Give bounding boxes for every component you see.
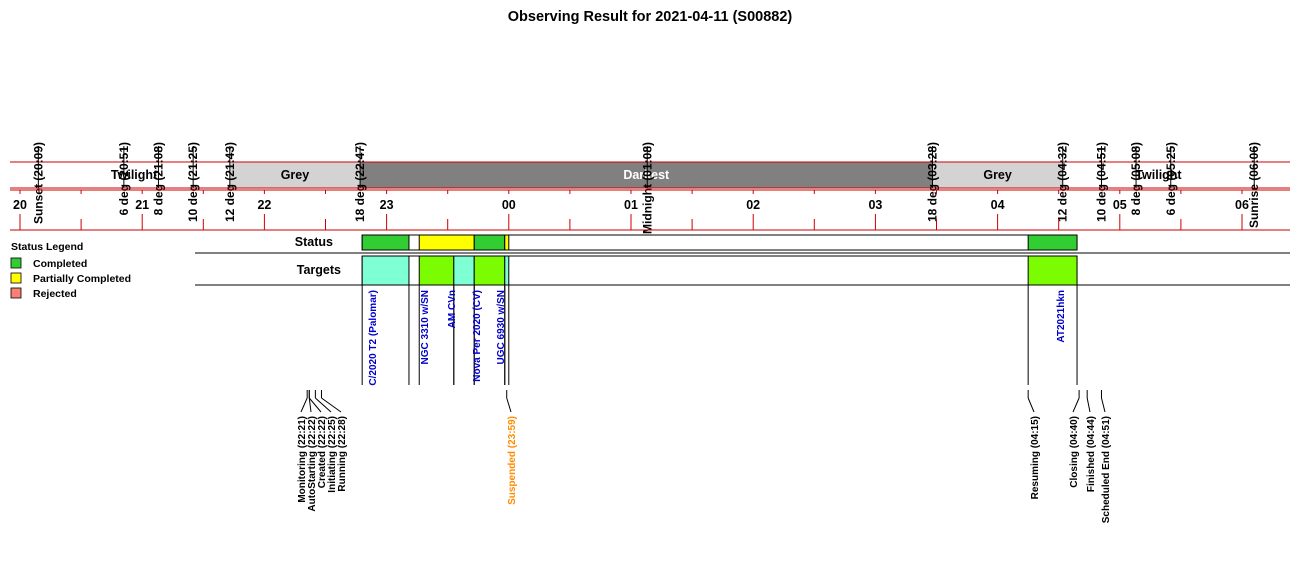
target-name-label: C/2020 T2 (Palomar) xyxy=(368,290,379,386)
run-event-leader xyxy=(1027,397,1035,413)
run-event-leader xyxy=(308,397,312,413)
sky-period-band xyxy=(229,162,361,188)
hour-tick-label: 06 xyxy=(1235,198,1249,212)
run-event-label: Closing (04:40) xyxy=(1069,416,1080,488)
legend-swatch xyxy=(10,272,22,284)
run-event-leader xyxy=(1100,397,1106,413)
target-name-label: Nova Per 2020 (CV) xyxy=(472,290,483,382)
target-block xyxy=(473,255,506,286)
sky-event-label: Midnight (01:08) xyxy=(640,142,654,234)
target-block xyxy=(504,255,510,286)
sky-period-label: Twilight xyxy=(111,168,158,182)
target-block xyxy=(418,255,455,286)
sky-period-label: Grey xyxy=(281,168,310,182)
sky-period-label: Darkest xyxy=(623,168,670,182)
sky-period-band xyxy=(932,162,1063,188)
hour-tick-label: 21 xyxy=(135,198,149,212)
status-block xyxy=(473,234,506,251)
run-event-label: Initiating (22:25) xyxy=(327,416,338,493)
target-name-label: NGC 3310 w/SN xyxy=(420,290,431,364)
sky-event-label: 18 deg (22:47) xyxy=(353,142,367,222)
run-event-leader xyxy=(1086,397,1091,413)
targets-row-label: Targets xyxy=(297,263,341,277)
sky-period-band xyxy=(1062,162,1255,188)
hour-tick-label: 01 xyxy=(624,198,638,212)
target-block xyxy=(453,255,475,286)
run-event-leader xyxy=(300,397,308,413)
run-event-label: Finished (04:44) xyxy=(1086,416,1097,492)
run-event-leader xyxy=(321,397,342,413)
sky-event-label: 6 deg (20:51) xyxy=(117,142,131,215)
sky-event-label: Sunrise (06:06) xyxy=(1247,142,1261,228)
hour-tick-label: 03 xyxy=(868,198,882,212)
target-name-label: AM CVn xyxy=(447,290,458,328)
run-event-leader xyxy=(1072,397,1080,413)
run-event-leader xyxy=(308,397,322,413)
target-block xyxy=(1027,255,1078,286)
legend-entry-label: Rejected xyxy=(33,288,77,300)
target-name-label: UGC 6930 w/SN xyxy=(496,290,507,364)
hour-tick-label: 04 xyxy=(991,198,1005,212)
hour-tick-label: 20 xyxy=(13,198,27,212)
sky-event-label: 12 deg (21:43) xyxy=(223,142,237,222)
status-block xyxy=(418,234,475,251)
sky-event-label: 18 deg (03:28) xyxy=(925,142,939,222)
legend-entry-label: Completed xyxy=(33,258,87,270)
chart-title: Observing Result for 2021-04-11 (S00882) xyxy=(508,9,793,25)
hour-tick-label: 23 xyxy=(380,198,394,212)
status-block xyxy=(361,234,410,251)
hour-tick-label: 05 xyxy=(1113,198,1127,212)
legend-swatch xyxy=(10,287,22,299)
sky-event-label: 12 deg (04:32) xyxy=(1056,142,1070,222)
sky-event-label: 10 deg (04:51) xyxy=(1094,142,1108,222)
target-name-label: AT2021hkn xyxy=(1056,290,1067,343)
run-event-label: Scheduled End (04:51) xyxy=(1101,416,1112,523)
run-event-leader xyxy=(315,397,332,413)
status-block xyxy=(504,234,510,251)
sky-period-band xyxy=(360,162,933,188)
run-event-label: AutoStarting (22:22) xyxy=(307,416,318,512)
hour-tick-label: 00 xyxy=(502,198,516,212)
status-block xyxy=(1027,234,1078,251)
run-event-label: Suspended (23:59) xyxy=(507,416,518,505)
legend-entry-label: Partially Completed xyxy=(33,273,131,285)
sky-event-label: 6 deg (05:25) xyxy=(1164,142,1178,215)
run-event-label: Running (22:28) xyxy=(337,416,348,492)
hour-tick-label: 02 xyxy=(746,198,760,212)
legend-swatch xyxy=(10,257,22,269)
sky-period-band xyxy=(38,162,230,188)
sky-event-label: 8 deg (21:08) xyxy=(151,142,165,215)
sky-event-label: Sunset (20:09) xyxy=(31,142,45,224)
target-block xyxy=(361,255,410,286)
hour-tick-label: 22 xyxy=(257,198,271,212)
sky-event-label: 10 deg (21:25) xyxy=(186,142,200,222)
sky-period-label: Grey xyxy=(983,168,1012,182)
run-event-label: Resuming (04:15) xyxy=(1030,416,1041,499)
legend-title: Status Legend xyxy=(11,241,83,253)
run-event-label: Created (22:22) xyxy=(317,416,328,488)
sky-event-label: 8 deg (05:08) xyxy=(1129,142,1143,215)
status-row-label: Status xyxy=(295,235,333,249)
run-event-label: Monitoring (22:21) xyxy=(297,416,308,503)
run-event-leader xyxy=(506,397,512,413)
